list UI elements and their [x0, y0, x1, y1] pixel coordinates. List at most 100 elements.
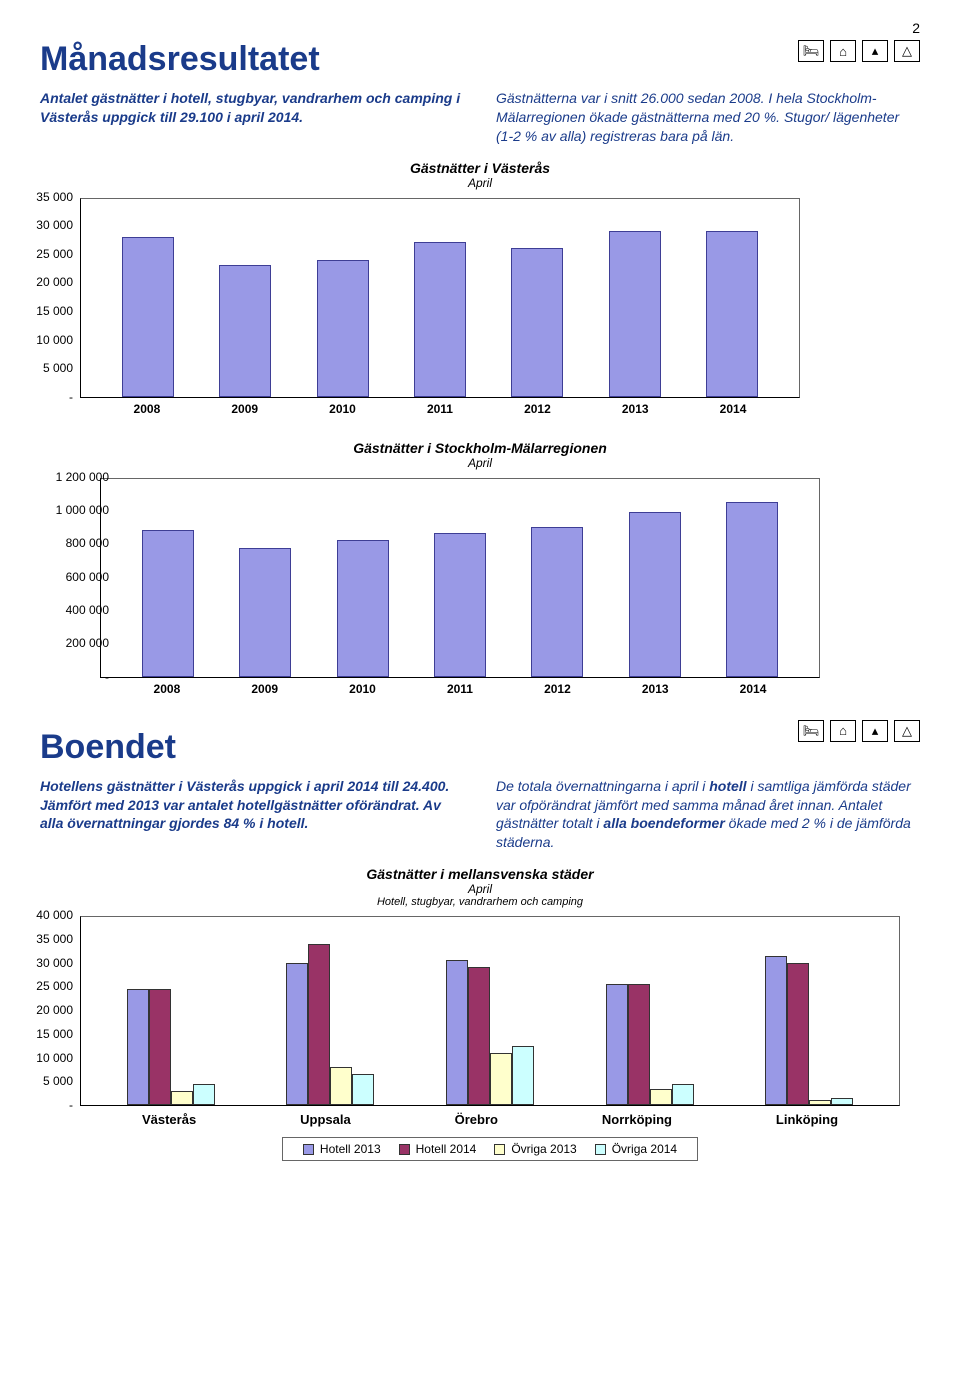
chart-bar	[434, 533, 486, 676]
chart-bar	[787, 963, 809, 1106]
x-tick-label: 2010	[349, 682, 376, 696]
chart-bar	[219, 265, 271, 396]
tent-icon: △	[894, 720, 920, 742]
chart-bar	[531, 527, 583, 677]
chart1-plot: -5 00010 00015 00020 00025 00030 00035 0…	[80, 198, 800, 398]
page-title: Månadsresultatet	[40, 40, 320, 79]
y-tick-label: 25 000	[9, 247, 73, 261]
legend-swatch	[494, 1144, 505, 1155]
chart1-title: Gästnätter i Västerås	[40, 160, 920, 176]
x-tick-label: 2009	[231, 402, 258, 416]
y-tick-label: 15 000	[9, 1027, 73, 1041]
house-icon: ⌂	[830, 40, 856, 62]
icon-row-top: 🛏 ⌂ ▴ △	[798, 40, 920, 62]
chart-bar	[414, 242, 466, 396]
y-tick-label: 5 000	[9, 361, 73, 375]
chart-bar	[511, 248, 563, 397]
chart1-block: Gästnätter i Västerås April -5 00010 000…	[40, 160, 920, 416]
section2-right: De totala övernattningarna i april i hot…	[496, 777, 920, 853]
chart-bar	[650, 1089, 672, 1106]
chart-bar	[809, 1100, 831, 1106]
chart3-block: Gästnätter i mellansvenska städer April …	[40, 866, 920, 1161]
chart-bar	[127, 989, 149, 1105]
chart3-plot: -5 00010 00015 00020 00025 00030 00035 0…	[80, 916, 900, 1106]
chart2-plot: -200 000400 000600 000800 0001 000 0001 …	[100, 478, 820, 678]
chart-bar	[122, 237, 174, 397]
chart-bar	[142, 530, 194, 677]
icon-row-mid: 🛏 ⌂ ▴ △	[798, 720, 920, 742]
x-tick-label: Västerås	[142, 1112, 196, 1127]
intro-right: Gästnätterna var i snitt 26.000 sedan 20…	[496, 89, 920, 146]
y-tick-label: 5 000	[9, 1074, 73, 1088]
x-tick-label: 2011	[447, 682, 473, 696]
chart1-subtitle: April	[40, 176, 920, 190]
chart-bar	[193, 1084, 215, 1105]
legend-item: Övriga 2013	[494, 1142, 576, 1156]
y-tick-label: 10 000	[9, 333, 73, 347]
chart3-legend: Hotell 2013 Hotell 2014 Övriga 2013 Övriga …	[282, 1137, 698, 1161]
chart3-subtitle: April	[40, 882, 920, 896]
y-tick-label: 25 000	[9, 979, 73, 993]
chart1-x-axis: 2008200920102011201220132014	[80, 398, 800, 416]
x-tick-label: 2012	[544, 682, 571, 696]
chart-bar	[672, 1084, 694, 1105]
x-tick-label: Linköping	[776, 1112, 838, 1127]
bar-cluster	[286, 944, 374, 1106]
legend-swatch	[595, 1144, 606, 1155]
chart-bar	[606, 984, 628, 1105]
y-tick-label: 15 000	[9, 304, 73, 318]
x-tick-label: 2011	[427, 402, 453, 416]
x-tick-label: 2010	[329, 402, 356, 416]
y-tick-label: 800 000	[29, 536, 109, 550]
chart2-x-axis: 2008200920102011201220132014	[100, 678, 820, 696]
chart-bar	[831, 1098, 853, 1105]
chart3-subtitle2: Hotell, stugbyar, vandrarhem och camping	[40, 896, 920, 908]
x-tick-label: 2013	[642, 682, 669, 696]
chart-bar	[446, 960, 468, 1105]
y-tick-label: 400 000	[29, 603, 109, 617]
y-tick-label: 200 000	[29, 636, 109, 650]
chart-bar	[628, 984, 650, 1105]
y-tick-label: 35 000	[9, 190, 73, 204]
chart-bar	[765, 956, 787, 1106]
legend-label: Hotell 2014	[416, 1142, 477, 1156]
legend-swatch	[303, 1144, 314, 1155]
chart-bar	[239, 548, 291, 676]
chart-bar	[490, 1053, 512, 1105]
legend-item: Hotell 2014	[399, 1142, 477, 1156]
legend-item: Övriga 2014	[595, 1142, 677, 1156]
cabin-icon: ▴	[862, 720, 888, 742]
bed-icon: 🛏	[798, 40, 824, 62]
y-tick-label: 10 000	[9, 1051, 73, 1065]
y-tick-label: 30 000	[9, 218, 73, 232]
chart2-subtitle: April	[40, 456, 920, 470]
chart-bar	[512, 1046, 534, 1105]
tent-icon: △	[894, 40, 920, 62]
legend-label: Övriga 2014	[612, 1142, 677, 1156]
y-tick-label: 35 000	[9, 932, 73, 946]
section2-left: Hotellens gästnätter i Västerås uppgick …	[40, 777, 464, 853]
chart-bar	[308, 944, 330, 1106]
bed-icon: 🛏	[798, 720, 824, 742]
legend-swatch	[399, 1144, 410, 1155]
chart-bar	[337, 540, 389, 677]
x-tick-label: Örebro	[455, 1112, 498, 1127]
x-tick-label: Norrköping	[602, 1112, 672, 1127]
y-tick-label: -	[9, 390, 73, 404]
chart-bar	[726, 502, 778, 677]
y-tick-label: 1 200 000	[29, 470, 109, 484]
chart-bar	[629, 512, 681, 677]
y-tick-label: 20 000	[9, 1003, 73, 1017]
bar-cluster	[606, 984, 694, 1105]
chart-bar	[149, 989, 171, 1105]
chart-bar	[171, 1091, 193, 1106]
legend-item: Hotell 2013	[303, 1142, 381, 1156]
bar-cluster	[127, 989, 215, 1105]
x-tick-label: 2008	[134, 402, 161, 416]
y-tick-label: 40 000	[9, 908, 73, 922]
legend-label: Hotell 2013	[320, 1142, 381, 1156]
cabin-icon: ▴	[862, 40, 888, 62]
bar-cluster	[765, 956, 853, 1106]
x-tick-label: 2013	[622, 402, 649, 416]
chart-bar	[352, 1074, 374, 1105]
